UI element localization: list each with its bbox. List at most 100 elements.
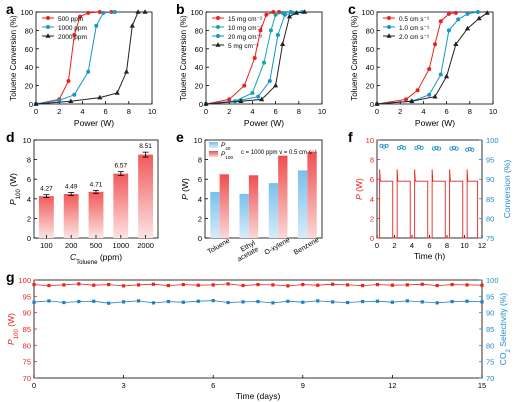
axis-a-xtick-label: 10 <box>148 107 156 116</box>
data-point-c-2 <box>374 101 380 106</box>
axis-g-right-ytick-label: 95 <box>486 292 494 301</box>
axis-d-ytick-label: 8 <box>27 156 31 165</box>
bar-e-series-1 <box>307 151 317 238</box>
panel-letter-d: d <box>6 129 15 145</box>
data-label-d: 4.71 <box>90 181 103 188</box>
data-point-b-3 <box>238 98 244 104</box>
bar-d <box>38 196 54 238</box>
axis-a-ytick-label: 0 <box>29 100 33 109</box>
axis-g-xtick-label: 12 <box>388 381 396 390</box>
panel-letter-e: e <box>176 129 184 145</box>
data-point-g-0 <box>480 283 484 287</box>
data-point-a-0 <box>97 10 102 14</box>
legend-marker-b-2 <box>216 34 220 38</box>
data-point-g-0 <box>62 283 66 287</box>
data-point-g-1 <box>92 299 96 303</box>
data-point-g-1 <box>420 300 424 304</box>
axis-g-right-ytick-label: 70 <box>486 374 494 383</box>
axis-f-ytick-label: 2 <box>370 214 374 223</box>
series-line-a-2 <box>35 11 145 105</box>
axis-g-right-ytick-label: 75 <box>486 358 494 367</box>
axis-b-ytick-label: 0 <box>199 100 203 109</box>
axis-b-ytick-label: 20 <box>195 82 203 91</box>
data-point-b-3 <box>203 101 209 106</box>
data-point-g-1 <box>107 301 111 305</box>
axis-g-xtick-label: 0 <box>32 381 36 390</box>
data-point-a-1 <box>112 10 117 14</box>
data-point-c-0 <box>453 10 458 15</box>
axis-b-xtick-label: 8 <box>297 107 301 116</box>
data-point-g-0 <box>151 282 156 286</box>
legend-marker-b-1 <box>216 25 220 29</box>
conversion-point-f <box>470 147 475 152</box>
axis-f-xtick-label: 8 <box>445 241 449 250</box>
data-point-g-1 <box>301 300 305 304</box>
axis-f-xtick-label: 4 <box>410 241 414 250</box>
axis-c-xtick-label: 10 <box>489 107 497 116</box>
axis-a-ytick-label: 20 <box>25 82 33 91</box>
axis-b-ytick-label: 80 <box>195 26 203 35</box>
data-point-g-0 <box>196 283 200 287</box>
axis-d-ytick-label: 6 <box>27 175 31 184</box>
data-point-a-1 <box>72 92 77 97</box>
bar-e-series-0 <box>268 183 279 238</box>
data-point-c-2 <box>476 15 482 21</box>
axis-b-xtick-label: 0 <box>204 107 208 116</box>
axis-f-xtick-label: 10 <box>460 241 468 250</box>
data-point-g-1 <box>166 299 170 304</box>
data-point-c-1 <box>456 17 461 22</box>
x-axis-label-c: Power (W) <box>415 118 455 128</box>
data-point-g-1 <box>346 300 350 305</box>
axis-f-ytick-label: 10 <box>366 136 374 145</box>
axes-a <box>35 11 153 105</box>
data-point-c-2 <box>453 41 459 46</box>
data-point-g-1 <box>480 300 484 304</box>
axis-g-ytick-label: 100 <box>18 276 31 285</box>
data-point-g-1 <box>62 300 66 305</box>
data-label-d: 4.49 <box>65 184 78 191</box>
legend-label-c-2: 2.0 cm s⁻¹ <box>399 34 430 41</box>
data-point-c-2 <box>432 93 438 99</box>
data-point-b-3 <box>273 82 279 88</box>
legend-marker-b-3 <box>215 42 221 47</box>
bar-e-series-0 <box>239 193 249 238</box>
legend-marker-a-0 <box>46 16 50 20</box>
axis-c-ytick-label: 40 <box>366 63 374 72</box>
bar-d <box>63 193 79 238</box>
data-point-c-0 <box>427 67 432 72</box>
axis-a-xtick-label: 6 <box>104 107 108 116</box>
axis-d-ytick-label: 4 <box>27 195 31 204</box>
data-point-a-2 <box>123 69 130 74</box>
data-point-g-0 <box>435 283 439 288</box>
axis-g-xtick-label: 6 <box>211 381 215 390</box>
data-point-b-0 <box>277 10 282 14</box>
data-point-g-1 <box>196 299 200 303</box>
x-tick-label-d: 500 <box>90 241 103 250</box>
data-point-g-0 <box>256 282 260 287</box>
axis-f-xtick-label: 0 <box>375 241 379 250</box>
axis-c-ytick-label: 60 <box>366 45 374 54</box>
axis-d-ytick-label: 2 <box>27 214 31 223</box>
data-point-c-0 <box>404 97 408 102</box>
data-point-b-0 <box>258 28 263 33</box>
data-point-a-2 <box>135 9 141 14</box>
data-point-g-0 <box>465 283 469 287</box>
legend-label-c-1: 1.0 cm s⁻¹ <box>399 25 430 32</box>
axis-g-right-ytick-label: 100 <box>486 276 499 285</box>
axes-b <box>205 11 323 105</box>
data-point-a-2 <box>97 94 103 100</box>
data-point-a-2 <box>68 98 74 104</box>
axis-e-ytick-label: 8 <box>198 156 202 165</box>
data-point-g-1 <box>122 300 126 304</box>
data-point-b-3 <box>293 10 300 15</box>
axis-f-xtick-label: 12 <box>478 241 486 250</box>
axis-g-ytick-label: 90 <box>23 309 31 318</box>
data-point-a-1 <box>101 10 106 15</box>
data-point-g-0 <box>92 283 96 287</box>
data-point-g-0 <box>360 283 365 288</box>
legend-marker-c-1 <box>387 25 391 29</box>
legend-label-c-0: 0.5 cm s⁻¹ <box>399 16 430 23</box>
axis-a-ytick-label: 40 <box>25 63 33 72</box>
axis-d-ytick-label: 10 <box>23 136 31 145</box>
x-axis-label-d: CToluene (ppm) <box>70 252 122 266</box>
